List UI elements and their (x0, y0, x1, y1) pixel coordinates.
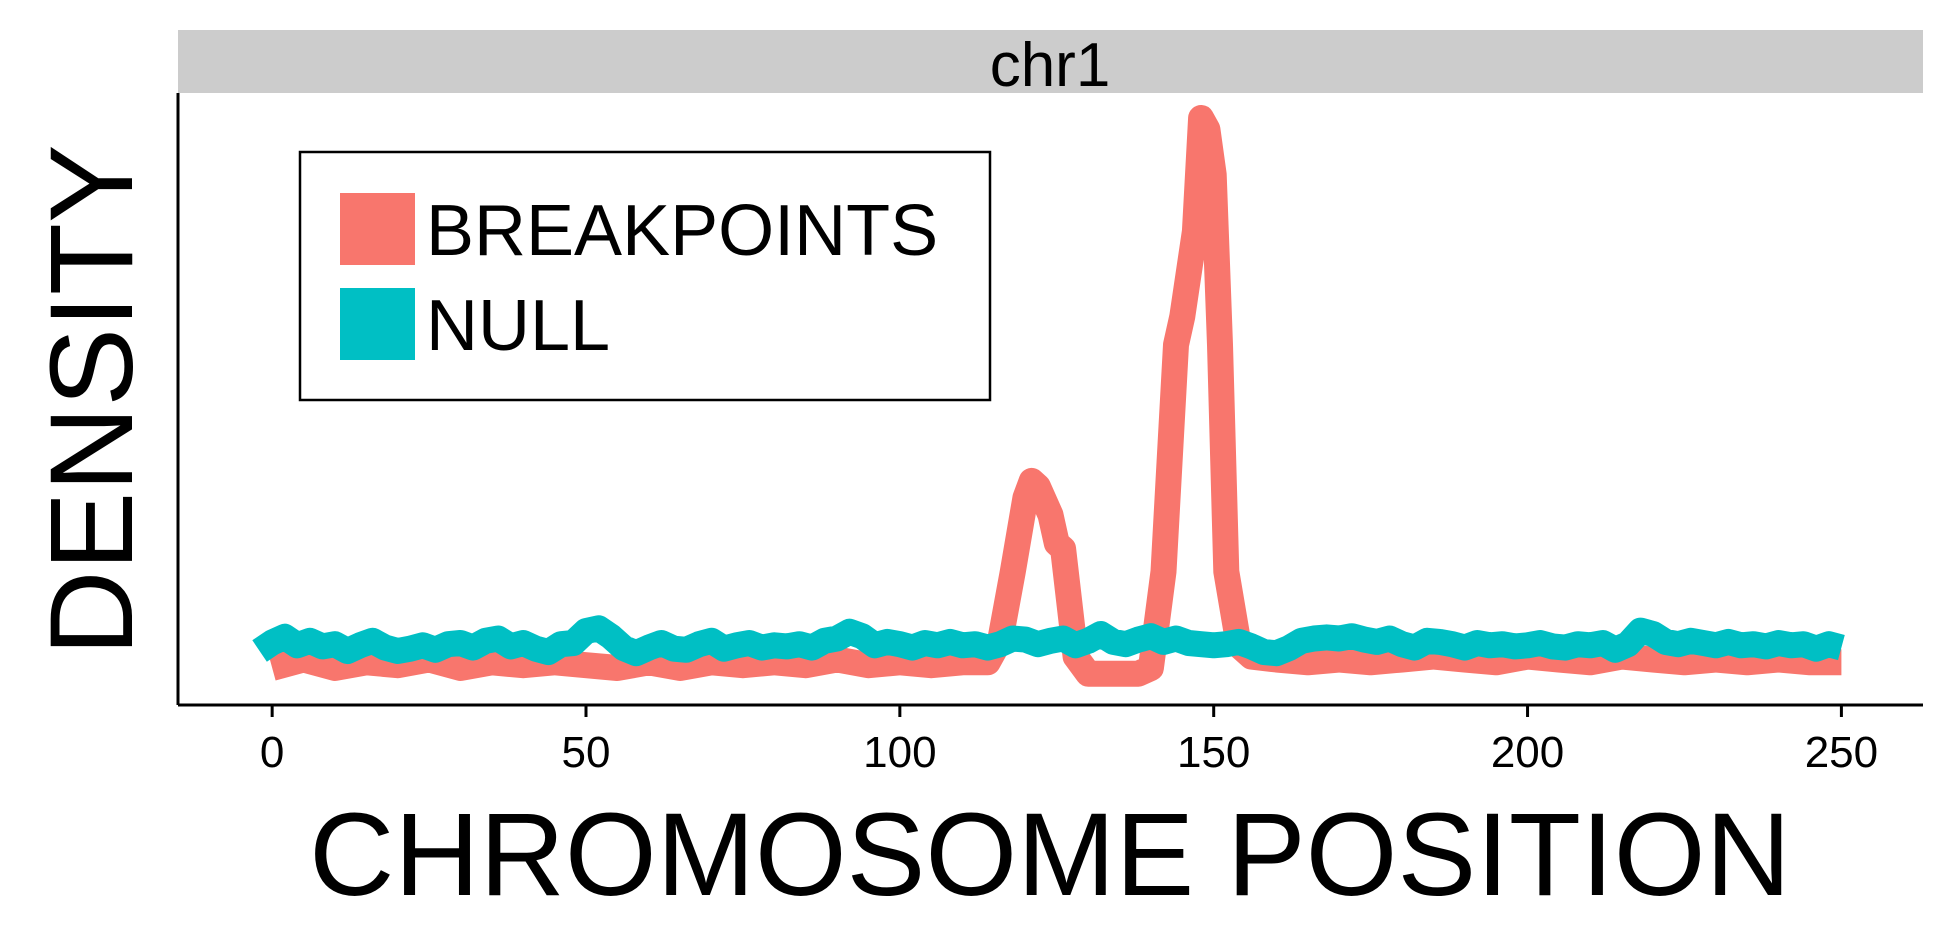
x-tick-label: 100 (863, 728, 936, 777)
x-tick-label: 200 (1491, 728, 1564, 777)
x-tick-label: 0 (260, 728, 284, 777)
legend-label-breakpoints: BREAKPOINTS (426, 191, 938, 271)
facet-strip (178, 30, 1923, 93)
x-axis-title: CHROMOSOME POSITION (309, 789, 1791, 921)
x-tick-label: 150 (1177, 728, 1250, 777)
legend-label-null: NULL (426, 286, 610, 366)
series-line-breakpoints (268, 105, 1842, 687)
legend-swatch-breakpoints (340, 193, 415, 265)
x-tick-label: 50 (562, 728, 611, 777)
y-axis-title: DENSITY (26, 144, 158, 655)
legend-swatch-null (340, 288, 415, 360)
series-layer (252, 105, 1845, 687)
x-ticks: 0 50 100 150 200 250 (260, 705, 1878, 777)
legend: BREAKPOINTS NULL (298, 150, 992, 402)
x-tick-label: 250 (1805, 728, 1878, 777)
facet-label: chr1 (990, 31, 1111, 100)
series-line-null (252, 615, 1845, 667)
legend-box (298, 150, 992, 402)
